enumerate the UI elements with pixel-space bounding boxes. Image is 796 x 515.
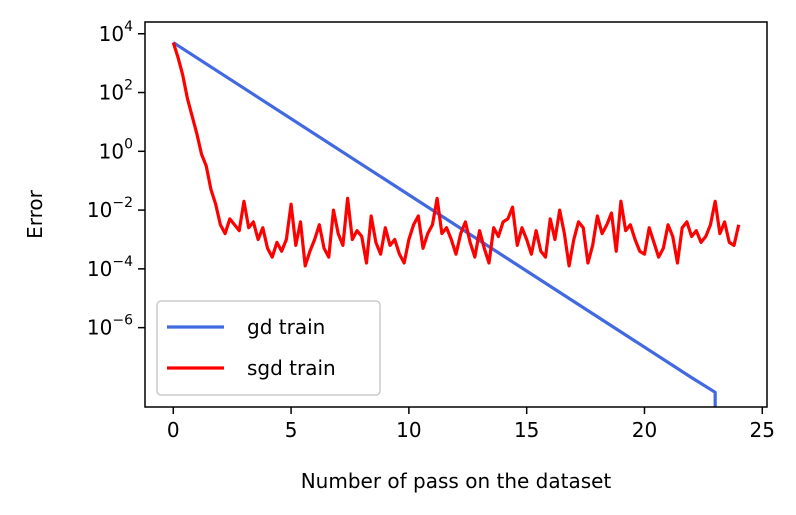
y-tick-label: 10−2 bbox=[87, 195, 133, 222]
x-tick-label: 5 bbox=[285, 418, 298, 442]
y-tick-label: 104 bbox=[99, 19, 133, 46]
series-line-gd-train bbox=[172, 41, 717, 407]
series-line-sgd-train bbox=[171, 42, 741, 268]
x-tick-label: 0 bbox=[167, 418, 180, 442]
y-tick-label: 100 bbox=[99, 136, 133, 163]
x-tick-label: 10 bbox=[396, 418, 421, 442]
y-tick-label: 10−6 bbox=[87, 313, 133, 340]
y-tick-label: 102 bbox=[99, 78, 133, 105]
x-tick-label: 15 bbox=[514, 418, 539, 442]
x-axis-title: Number of pass on the dataset bbox=[301, 469, 612, 493]
legend-label: sgd train bbox=[247, 356, 336, 380]
legend-label: gd train bbox=[247, 315, 325, 339]
y-axis-title: Error bbox=[23, 189, 47, 239]
x-axis-ticks: 0 5 10 15 20 25 bbox=[167, 407, 775, 442]
y-tick-label: 10−4 bbox=[87, 254, 133, 281]
axes-frame bbox=[144, 21, 768, 408]
legend-box bbox=[156, 300, 381, 396]
x-tick-label: 25 bbox=[750, 418, 775, 442]
legend: gd train sgd train bbox=[156, 300, 381, 396]
x-tick-label: 20 bbox=[632, 418, 657, 442]
y-axis-ticks: 104 102 100 10−2 10−4 10−6 bbox=[87, 19, 145, 340]
series-layer bbox=[171, 41, 741, 407]
